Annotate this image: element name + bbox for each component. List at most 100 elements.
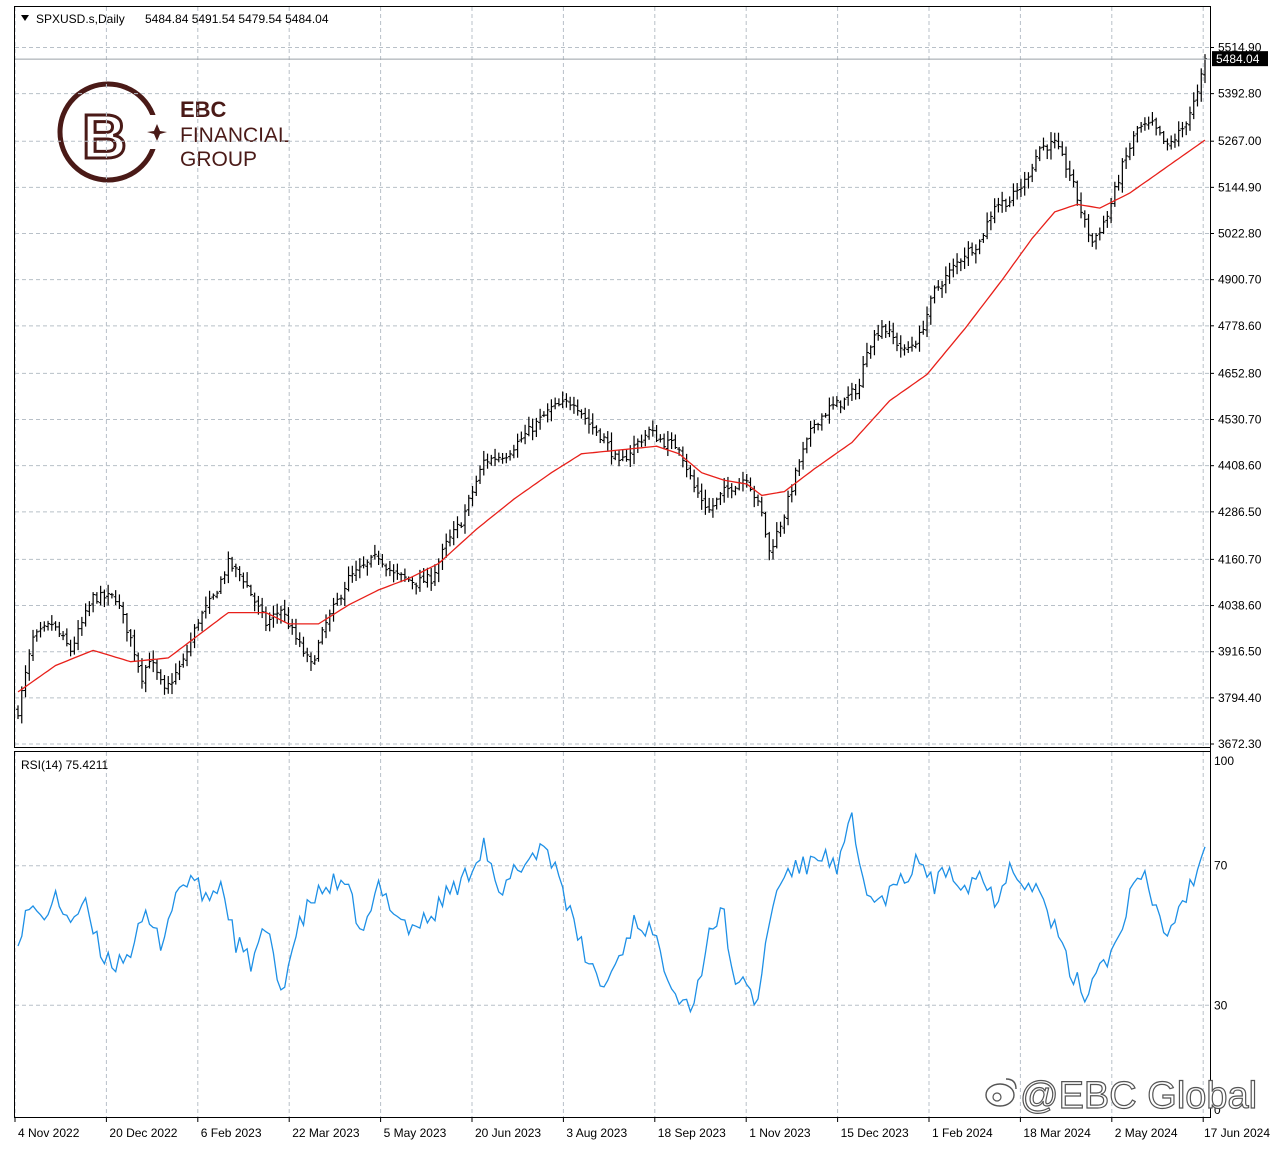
ohlc-bar [729,483,734,499]
ohlc-bar [57,621,62,638]
logo-line-2: FINANCIAL [180,124,290,147]
current-price-label: 5484.04 [1216,52,1260,66]
ohlc-bar [692,469,697,493]
ohlc-bar [853,384,858,400]
ohlc-bar [654,424,659,443]
ohlc-bar [1120,158,1125,193]
ohlc-bar [275,603,280,624]
moving-average-line [17,139,1206,693]
ohlc-bar [429,568,434,591]
ohlc-bar [46,620,51,631]
ohlc-bar [380,553,385,568]
ohlc-bar [211,593,216,600]
ohlc-bar [1142,117,1147,131]
ohlc-bar [173,663,178,685]
time-tick-label: 20 Jun 2023 [475,1126,541,1140]
ohlc-bar [977,239,982,255]
ohlc-bar [1101,215,1106,235]
ohlc-bar [1157,125,1162,136]
ohlc-bar [556,398,561,407]
ohlc-bar [481,450,486,476]
ohlc-bar [1075,180,1080,206]
dropdown-triangle-icon[interactable] [21,15,29,21]
ohlc-bar [1124,147,1129,169]
svg-text:B: B [82,103,127,172]
ohlc-bar [1131,131,1136,156]
ohlc-bar [755,494,760,507]
ohlc-bar [339,594,344,606]
ohlc-bar [560,391,565,409]
ohlc-bar [1105,211,1110,228]
ohlc-bar [109,592,114,599]
ohlc-bar [166,676,171,694]
ohlc-bar [767,531,772,561]
price-tick-label: 5514.90 [1218,40,1262,54]
ohlc-bar [1150,112,1155,126]
ohlc-bar [699,483,704,510]
ohlc-bar [774,522,779,549]
ohlc-bar [921,320,926,335]
ohlc-bar [53,621,58,631]
ohlc-bar [124,612,129,642]
ohlc-bar [1064,146,1069,178]
ohlc-bar [553,397,558,410]
ohlc-bar [327,609,332,632]
ohlc-bar [83,603,88,627]
ohlc-bar [1037,146,1042,162]
ohlc-bar [763,511,768,538]
ohlc-bar [913,340,918,349]
ohlc-bar [759,496,764,517]
ohlc-bar [301,636,306,657]
ohlc-bar [1082,210,1087,228]
ohlc-bar [1184,121,1189,136]
ohlc-bar [399,572,404,583]
ohlc-bar [733,485,738,496]
ohlc-bar [1011,183,1016,207]
ohlc-bar [906,341,911,353]
ohlc-bar [617,450,622,467]
price-tick-label: 5267.00 [1218,134,1262,148]
ohlc-bar [624,448,629,462]
price-tick-label: 3672.30 [1218,737,1262,751]
ohlc-bar [970,242,975,256]
current-price-tag: 5484.04 [1212,51,1268,67]
ohlc-bar [376,550,381,565]
time-tick-label: 18 Sep 2023 [658,1126,726,1140]
time-tick-label: 5 May 2023 [384,1126,447,1140]
ohlc-bar [669,432,674,450]
ohlc-bar [154,659,159,680]
ohlc-bar [342,581,347,606]
ohlc-bar [771,539,776,560]
ohlc-bar [474,475,479,496]
ohlc-bar [1161,130,1166,145]
ohlc-bar [793,467,798,496]
time-tick-label: 6 Feb 2023 [201,1126,262,1140]
ohlc-bar [526,416,531,437]
ohlc-bar [846,386,851,406]
ohlc-bar [1090,233,1095,247]
ohlc-bar [331,597,336,622]
ohlc-bar [451,521,456,546]
ohlc-bar [632,435,637,465]
ohlc-bar [1000,191,1005,213]
price-tick-label: 4286.50 [1218,505,1262,519]
ohlc-bar [94,592,99,604]
price-tick-label: 3794.40 [1218,691,1262,705]
ohlc-bar [973,244,978,264]
weibo-icon [985,1078,1017,1107]
ohlc-bar [962,247,967,269]
ohlc-bar [583,407,588,425]
ohlc-bar [267,612,272,632]
ohlc-bar [79,616,84,636]
ohlc-bar [489,454,494,466]
ohlc-bar [1060,141,1065,157]
ohlc-bar [203,596,208,619]
ohlc-bar [1067,160,1072,181]
ohlc-bar [478,465,483,484]
ohlc-bar [812,420,817,434]
ohlc-bar [369,554,374,568]
ohlc-bar [466,494,471,517]
ohlc-bar [658,434,663,443]
ohlc-bar [68,639,73,657]
